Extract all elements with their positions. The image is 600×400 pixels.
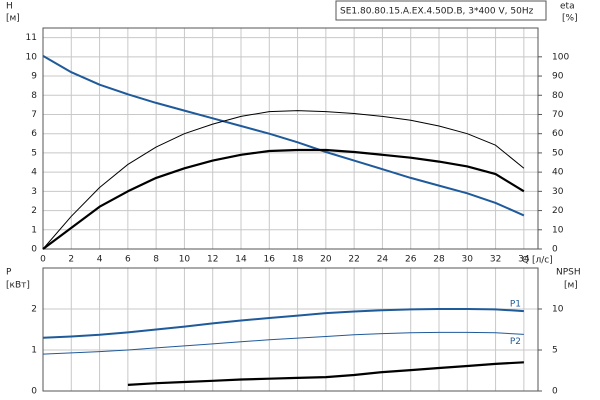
y2-axis-label: eta [560,2,575,12]
series-line [42,55,525,217]
y2-tick-label: 20 [552,206,564,216]
y-tick-label: 4 [31,168,37,178]
x-tick-label: 0 [40,255,46,265]
x-tick-label: 2 [68,255,74,265]
series-label: P2 [510,337,521,347]
series-line [42,148,525,250]
x-axis-label: Q [л/с] [522,256,553,266]
x-tick-label: 20 [320,255,332,265]
y-axis-unit: [м] [6,14,20,24]
x-tick-label: 12 [207,255,218,265]
y-tick-label: 1 [31,225,37,235]
y-tick-label: 0 [31,387,37,397]
y-tick-label: 7 [31,110,37,120]
y-tick-label: 2 [31,305,37,315]
x-tick-label: 34 [518,255,530,265]
y-tick-label: 11 [26,33,37,43]
series-line [42,110,525,250]
x-tick-label: 4 [97,255,103,265]
x-tick-label: 16 [264,255,276,265]
plot-frame [42,267,539,392]
y2-tick-label: 5 [552,346,558,356]
x-tick-label: 22 [348,255,359,265]
series-line [42,308,524,339]
x-tick-label: 28 [433,255,445,265]
y2-tick-label: 100 [552,52,569,62]
y2-tick-label: 70 [552,110,564,120]
title-box [335,0,547,21]
y2-tick-label: 30 [552,187,564,197]
y2-tick-label: 10 [552,305,564,315]
y-tick-label: 3 [31,187,37,197]
x-tick-label: 10 [179,255,191,265]
y-tick-label: 0 [31,245,37,255]
y-tick-label: 5 [31,148,37,158]
y-axis-unit: [кВт] [6,281,30,291]
y-tick-label: 6 [31,129,37,139]
series-line [127,361,524,386]
plot-frame [42,27,539,250]
x-tick-label: 26 [405,255,417,265]
x-tick-label: 18 [292,255,304,265]
x-tick-label: 6 [125,255,131,265]
y-tick-label: 2 [31,206,37,216]
chart-title: SE1.80.80.15.A.EX.4.50D.B, 3*400 V, 50Hz [340,7,534,17]
y2-tick-label: 0 [552,387,558,397]
y-axis-label: H [6,2,13,12]
y2-tick-label: 80 [552,91,564,101]
x-tick-label: 24 [377,255,389,265]
y2-axis-label: NPSH [556,268,581,278]
y-axis-label: P [6,268,12,278]
y-tick-label: 10 [26,52,38,62]
y2-tick-label: 90 [552,72,564,82]
y2-axis-unit: [%] [562,14,578,24]
y2-tick-label: 40 [552,168,564,178]
x-tick-label: 8 [153,255,159,265]
y2-tick-label: 60 [552,129,564,139]
y2-tick-label: 0 [552,245,558,255]
y-tick-label: 1 [31,346,37,356]
x-tick-label: 30 [462,255,474,265]
series-line [42,331,524,355]
y-tick-label: 8 [31,91,37,101]
y-tick-label: 9 [31,72,37,82]
y2-tick-label: 50 [552,148,564,158]
x-tick-label: 32 [490,255,501,265]
series-label: P1 [510,300,521,310]
x-tick-label: 14 [235,255,247,265]
y2-tick-label: 10 [552,225,564,235]
y2-axis-unit: [м] [564,281,578,291]
